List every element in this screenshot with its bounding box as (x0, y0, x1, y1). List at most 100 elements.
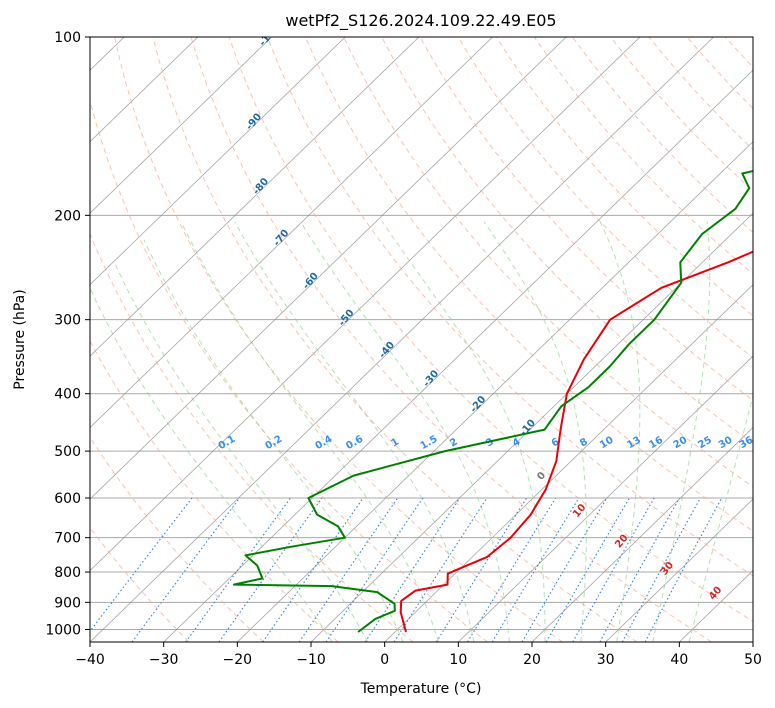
dry-adiabat-line (419, 37, 753, 401)
x-axis-label: Temperature (°C) (360, 681, 482, 697)
moist-adiabat-line (483, 221, 587, 642)
dry-adiabat-line (686, 37, 753, 110)
isotherm-line (458, 355, 753, 642)
isotherm-line (310, 212, 753, 642)
moist-adiabat-line (113, 262, 369, 642)
temperature-profile-line (399, 250, 753, 633)
isotherm-line (384, 284, 753, 642)
dry-adiabat-line (152, 37, 638, 642)
dry-adiabat-label: 30 (659, 560, 676, 578)
dry-adiabat-label: -70 (272, 228, 292, 249)
grid-layer (90, 37, 775, 642)
mixing-ratio-line (218, 497, 323, 642)
isotherm-line (90, 37, 714, 642)
dry-adiabat-line (114, 37, 563, 642)
mixing-ratio-label: 10 (598, 435, 616, 452)
isotherm-line (531, 427, 753, 642)
mixing-ratio-line (325, 497, 424, 642)
x-tick-label: −40 (75, 652, 105, 668)
x-tick-label: −10 (296, 652, 326, 668)
isotherm-line (237, 141, 753, 642)
y-tick-label: 900 (54, 595, 81, 611)
x-tick-label: 40 (670, 652, 688, 668)
isopleth-labels: 0.1 0.2 0.4 0.6 1 1.5 2 3 4 6 8 10 13 16 20 25 30 36-100-… (217, 22, 756, 602)
mixing-ratio-label: 4 (511, 436, 523, 449)
mixing-ratio-line (90, 497, 193, 633)
mixing-ratio-label: 0.4 (313, 434, 334, 452)
mixing-ratio-label: 30 (717, 435, 735, 452)
y-tick-label: 600 (54, 491, 81, 507)
x-tick-label: 50 (744, 652, 762, 668)
moist-adiabat-line (300, 221, 510, 642)
isotherm-line (163, 69, 753, 642)
mixing-ratio-line (545, 497, 630, 642)
mixing-ratio-label: 20 (672, 435, 690, 452)
moist-adiabat-line (652, 221, 711, 642)
x-tick-label: 0 (380, 652, 389, 668)
dry-adiabat-label: -90 (244, 111, 264, 132)
x-tick-label: −20 (223, 652, 253, 668)
isotherm-line (752, 641, 753, 642)
dry-adiabat-line (343, 37, 753, 488)
mixing-ratio-label: 25 (696, 435, 714, 452)
dry-adiabat-line (724, 37, 753, 68)
dry-adiabat-label: -80 (251, 176, 271, 197)
y-tick-label: 400 (54, 387, 81, 403)
mixing-ratio-line (185, 497, 291, 642)
dewpoint-profile-line (232, 170, 753, 633)
y-ticks: 100 200 300 400 500 600 700 800 900 1000 (45, 30, 90, 638)
mixing-ratio-label: 3 (484, 436, 496, 449)
series-layer (232, 170, 753, 633)
x-tick-label: 10 (449, 652, 467, 668)
dry-adiabat-line (90, 98, 488, 642)
moist-adiabat-line (688, 393, 753, 642)
mixing-ratio-line (262, 497, 364, 642)
dry-adiabat-label: -100 (257, 22, 282, 48)
mixing-ratio-line (435, 497, 528, 642)
y-tick-label: 200 (54, 208, 81, 224)
moist-adiabat-line (90, 287, 333, 642)
mixing-ratio-line (131, 497, 241, 642)
mixing-ratio-line (621, 497, 701, 642)
plot-frame (89, 36, 754, 643)
dry-adiabat-label: -60 (301, 271, 321, 292)
isotherm-line (605, 498, 753, 642)
dry-adiabat-line (763, 37, 775, 642)
mixing-ratio-label: 1 (390, 436, 402, 449)
dry-adiabat-line (190, 37, 712, 642)
dry-adiabat-line (90, 339, 339, 642)
isotherm-line (90, 37, 641, 572)
dry-adiabat-line (228, 37, 753, 622)
isotherm-line (90, 37, 272, 214)
dry-adiabat-label: 0 (535, 470, 548, 482)
x-tick-label: −30 (149, 652, 179, 668)
isotherm-line (90, 37, 420, 357)
mixing-ratio-label: 6 (550, 436, 562, 449)
dry-adiabat-label: -50 (337, 308, 357, 329)
chart-title: wetPf2_S126.2024.109.22.49.E05 (285, 11, 556, 31)
mixing-ratio-label: 16 (647, 435, 665, 452)
mixing-ratio-line (644, 497, 723, 642)
y-axis-label: Pressure (hPa) (12, 289, 28, 389)
dry-adiabat-label: -40 (377, 340, 397, 361)
dry-adiabat-label: 20 (613, 533, 630, 551)
mixing-ratio-line (393, 497, 488, 642)
dry-adiabat-label: -30 (421, 368, 441, 389)
mixing-ratio-label: 2 (448, 436, 460, 449)
dry-adiabat-line (572, 37, 753, 233)
isotherm-line (90, 37, 567, 500)
x-ticks: −40 −30 −20 −10 0 10 20 30 40 50 (75, 642, 762, 668)
mixing-ratio-line (467, 497, 557, 642)
moist-adiabat-line (381, 221, 546, 642)
moist-adiabat-line (599, 221, 641, 642)
moist-adiabat-line (143, 239, 404, 642)
dry-adiabat-line (90, 526, 190, 642)
moist-adiabat-line (234, 221, 475, 642)
mixing-ratio-label: 0.2 (263, 434, 284, 452)
y-tick-label: 300 (54, 313, 81, 329)
y-tick-label: 800 (54, 565, 81, 581)
mixing-ratio-label: 36 (738, 435, 756, 452)
dry-adiabat-line (648, 37, 753, 151)
isotherm-line (90, 37, 493, 429)
